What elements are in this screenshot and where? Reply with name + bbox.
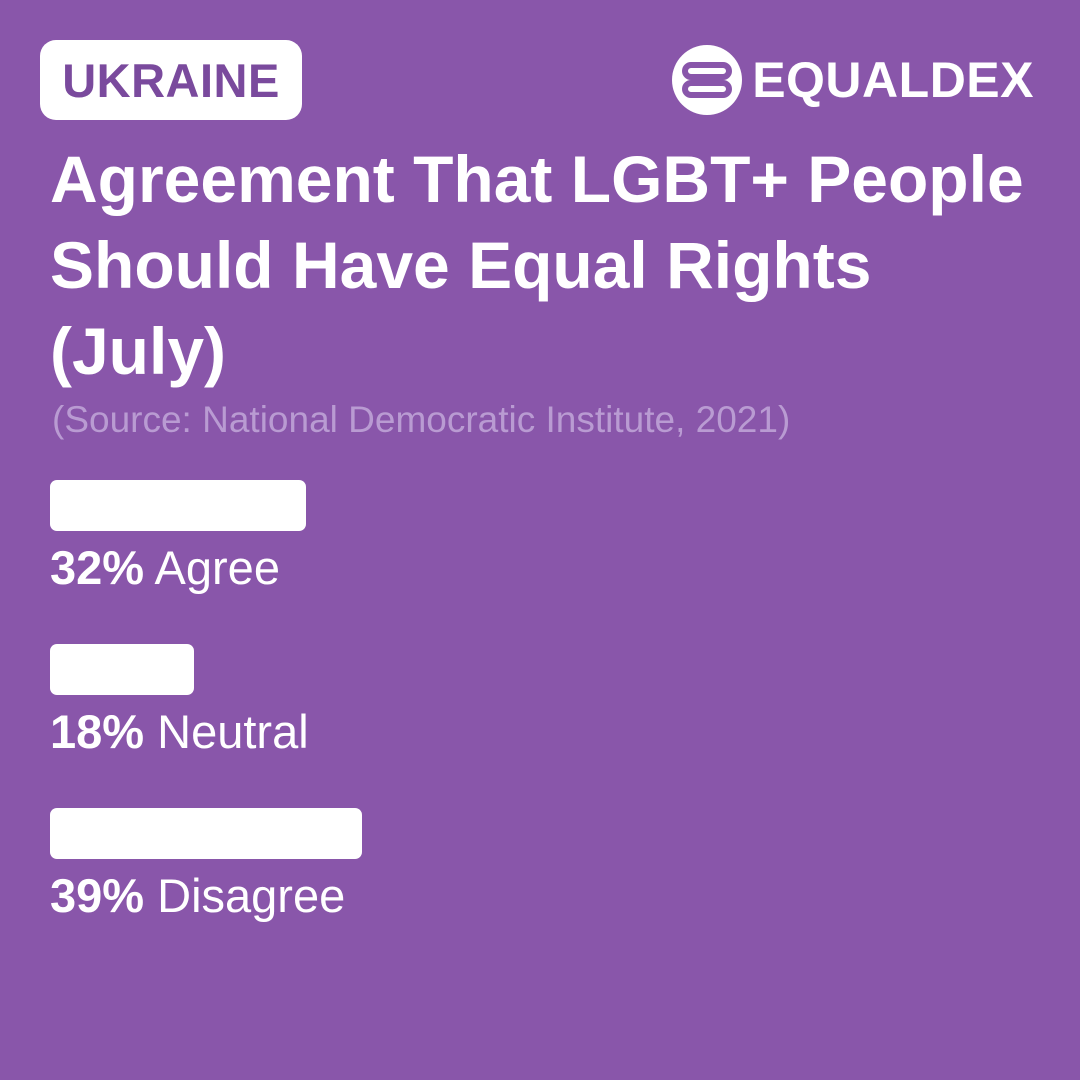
bar-category-label: Disagree	[157, 869, 346, 922]
bar-category-label: Neutral	[157, 705, 309, 758]
bar-chart: 32% Agree 18% Neutral 39% Disagree	[50, 480, 1030, 950]
country-badge: UKRAINE	[40, 40, 302, 120]
bar-row-agree: 32% Agree	[50, 480, 1030, 600]
bar-label-disagree: 39% Disagree	[50, 866, 345, 926]
bar-label-neutral: 18% Neutral	[50, 702, 309, 762]
equaldex-logo-icon	[672, 45, 743, 115]
bar-value-label: 32%	[50, 541, 145, 594]
bar-row-disagree: 39% Disagree	[50, 808, 1030, 928]
bar-label-agree: 32% Agree	[50, 538, 280, 598]
bar-disagree	[50, 808, 362, 859]
bar-value-label: 39%	[50, 869, 145, 922]
bar-row-neutral: 18% Neutral	[50, 644, 1030, 764]
brand-name: EQUALDEX	[752, 52, 1034, 108]
brand: EQUALDEX	[672, 43, 1034, 117]
bar-neutral	[50, 644, 194, 695]
bar-value-label: 18%	[50, 705, 145, 758]
bar-category-label: Agree	[154, 541, 280, 594]
bar-agree	[50, 480, 306, 531]
chart-subtitle: (Source: National Democratic Institute, …	[52, 399, 791, 440]
country-label: UKRAINE	[62, 53, 280, 107]
chart-title: Agreement That LGBT+ People Should Have …	[50, 142, 1024, 388]
